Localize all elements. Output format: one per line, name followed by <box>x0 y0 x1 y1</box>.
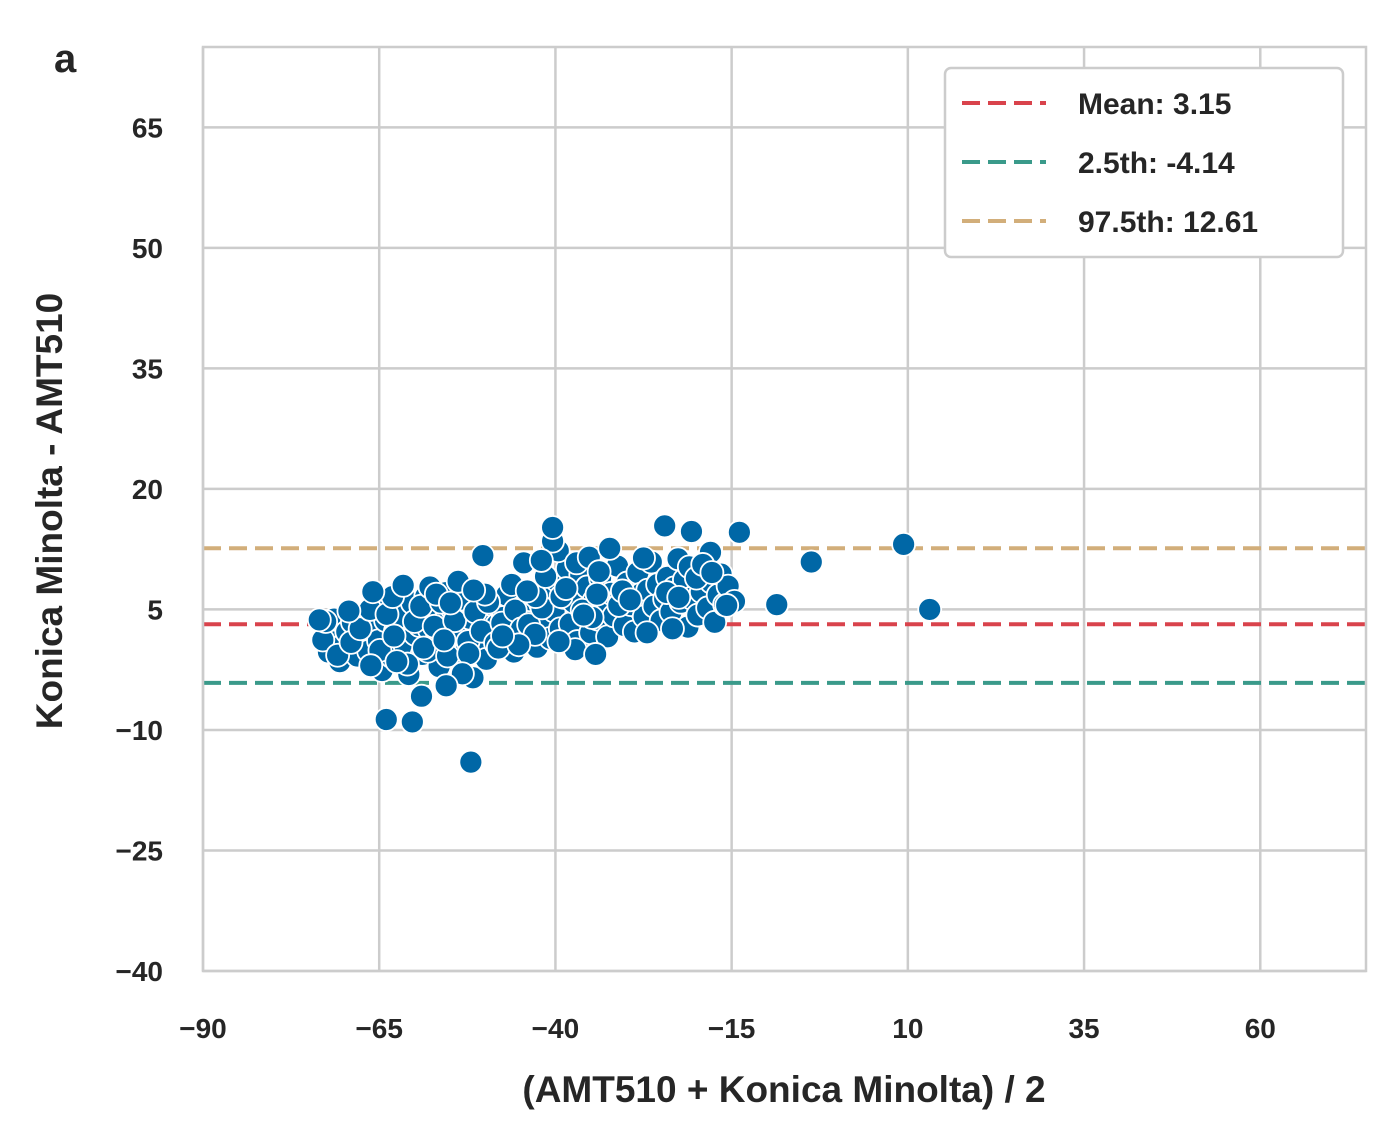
data-point <box>433 673 459 699</box>
x-tick-label: −40 <box>532 1013 580 1044</box>
data-point <box>384 649 410 675</box>
data-point <box>514 578 540 604</box>
data-point <box>461 577 487 603</box>
data-point <box>390 572 416 598</box>
data-point <box>714 593 740 618</box>
data-point <box>584 581 610 607</box>
data-point <box>634 620 660 646</box>
y-tick-label: 5 <box>147 594 163 625</box>
data-point <box>373 707 399 732</box>
x-tick-label: 35 <box>1068 1013 1099 1044</box>
data-point <box>409 683 434 709</box>
y-tick-label: −25 <box>116 835 164 866</box>
data-point <box>583 642 609 667</box>
legend: Mean: 3.15 2.5th: -4.14 97.5th: 12.61 <box>943 66 1345 259</box>
x-tick-label: −90 <box>179 1013 227 1044</box>
x-tick-label: −15 <box>708 1013 756 1044</box>
data-point <box>726 519 752 545</box>
x-tick-label: −65 <box>355 1013 403 1044</box>
data-point <box>470 543 496 569</box>
data-point <box>586 559 612 585</box>
data-point <box>652 513 678 539</box>
data-point <box>571 602 597 628</box>
x-tick-label: 10 <box>892 1013 923 1044</box>
y-tick-label: −10 <box>116 715 164 746</box>
data-point <box>458 749 484 775</box>
data-point <box>597 535 623 561</box>
data-point <box>699 560 725 585</box>
data-point <box>528 548 554 573</box>
legend-label-2: 97.5th: 12.61 <box>1078 206 1258 239</box>
y-tick-label: 50 <box>132 233 163 264</box>
data-point <box>347 616 373 642</box>
legend-label-1: 2.5th: -4.14 <box>1078 147 1235 180</box>
legend-box <box>943 66 1345 259</box>
x-tick-labels: −90 −65 −40 −15 10 35 60 <box>179 1013 1276 1044</box>
data-point <box>798 549 824 575</box>
x-tick-label: 60 <box>1245 1013 1276 1044</box>
y-tick-label: 65 <box>132 112 163 143</box>
data-point <box>490 623 515 649</box>
data-point <box>540 515 566 540</box>
data-point <box>431 627 457 653</box>
y-tick-labels: −40 −25 −10 5 20 35 50 65 <box>116 112 164 987</box>
data-point <box>399 709 425 735</box>
data-point <box>553 576 579 601</box>
x-axis-label: (AMT510 + Konica Minolta) / 2 <box>522 1069 1045 1110</box>
data-point <box>666 584 692 610</box>
data-point <box>891 531 917 557</box>
y-tick-label: 20 <box>132 474 163 505</box>
data-point <box>631 545 656 571</box>
data-points <box>306 513 943 775</box>
plot-frame <box>201 45 1368 973</box>
data-point <box>917 597 943 622</box>
data-point <box>360 579 386 605</box>
data-point <box>358 653 384 679</box>
data-point <box>679 519 704 544</box>
y-tick-label: 35 <box>132 353 163 384</box>
y-axis-label: Konica Minolta - AMT510 <box>29 293 70 730</box>
data-point <box>306 607 332 633</box>
panel-label: a <box>54 37 77 81</box>
data-point <box>336 598 362 624</box>
data-point <box>438 590 463 616</box>
data-point <box>617 587 643 613</box>
data-point <box>764 592 790 618</box>
legend-label-0: Mean: 3.15 <box>1078 88 1231 121</box>
data-point <box>546 629 572 654</box>
y-tick-label: −40 <box>116 956 164 987</box>
data-point <box>660 616 685 642</box>
data-point <box>381 623 407 649</box>
